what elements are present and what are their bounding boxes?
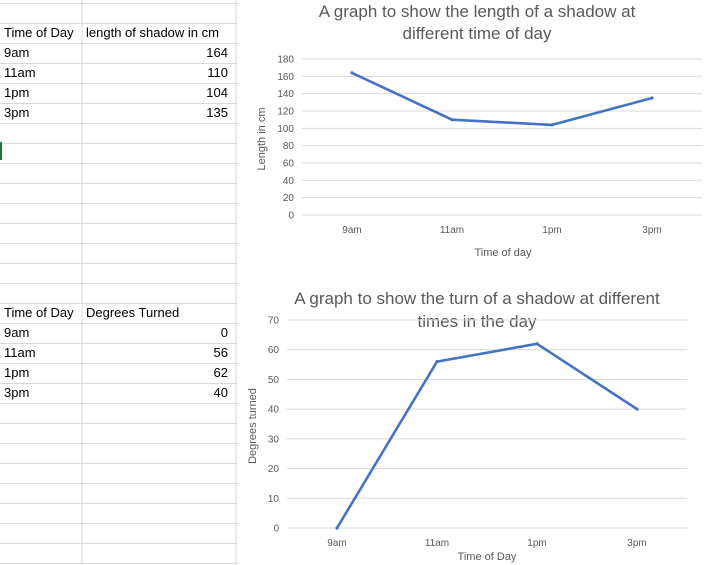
x-tick-label: 1pm bbox=[527, 538, 546, 549]
data-point[interactable] bbox=[550, 123, 554, 127]
y-tick-label: 0 bbox=[273, 524, 279, 535]
table-row-value[interactable]: 110 bbox=[207, 65, 228, 80]
y-tick-label: 40 bbox=[268, 405, 280, 416]
x-tick-label: 11am bbox=[440, 225, 464, 236]
y-tick-label: 50 bbox=[268, 375, 280, 386]
chart-shadow-length-svg: A graph to show the length of a shadow a… bbox=[256, 2, 702, 259]
y-tick-label: 10 bbox=[268, 494, 280, 505]
data-point[interactable] bbox=[650, 96, 654, 100]
y-axis-title: Degrees turned bbox=[247, 388, 259, 464]
x-tick-label: 11am bbox=[425, 538, 449, 549]
y-tick-label: 30 bbox=[268, 434, 280, 445]
data-point[interactable] bbox=[350, 71, 354, 75]
table-row-time[interactable]: 11am bbox=[4, 65, 36, 80]
x-axis-title: Time of day bbox=[474, 247, 532, 259]
x-tick-label: 9am bbox=[342, 225, 361, 236]
data-point[interactable] bbox=[435, 360, 439, 364]
chart-shadow-length[interactable]: A graph to show the length of a shadow a… bbox=[238, 0, 721, 275]
y-tick-label: 60 bbox=[283, 159, 295, 170]
chart-title-line-2: times in the day bbox=[417, 312, 537, 331]
y-tick-label: 120 bbox=[277, 107, 294, 118]
data-point[interactable] bbox=[535, 342, 539, 346]
selection-marker bbox=[0, 142, 2, 160]
table-row-time[interactable]: 9am bbox=[4, 45, 30, 60]
table-row-time[interactable]: 3pm bbox=[4, 105, 30, 120]
header-length-of-shadow[interactable]: length of shadow in cm bbox=[86, 25, 219, 40]
y-tick-label: 180 bbox=[277, 55, 294, 66]
data-point[interactable] bbox=[635, 407, 639, 411]
x-tick-label: 3pm bbox=[642, 225, 661, 236]
y-tick-label: 80 bbox=[283, 141, 295, 152]
chart-title-line-1: A graph to show the turn of a shadow at … bbox=[294, 289, 660, 308]
table-row-time[interactable]: 3pm bbox=[4, 385, 30, 400]
y-tick-label: 20 bbox=[283, 193, 295, 204]
table-row-value[interactable]: 40 bbox=[213, 385, 228, 400]
data-point[interactable] bbox=[450, 118, 454, 122]
table-row-time[interactable]: 9am bbox=[4, 325, 30, 340]
x-tick-label: 9am bbox=[327, 538, 346, 549]
y-tick-label: 160 bbox=[277, 72, 294, 83]
y-tick-label: 60 bbox=[268, 345, 280, 356]
chart-degrees-turned-svg: A graph to show the turn of a shadow at … bbox=[247, 289, 687, 563]
table-row-value[interactable]: 164 bbox=[206, 45, 228, 60]
table-row-time[interactable]: 1pm bbox=[4, 85, 30, 100]
table-row-value[interactable]: 56 bbox=[213, 345, 228, 360]
y-tick-label: 40 bbox=[283, 176, 295, 187]
header-time-of-day[interactable]: Time of Day bbox=[4, 25, 74, 40]
series-line[interactable] bbox=[335, 342, 639, 530]
y-tick-label: 70 bbox=[268, 316, 280, 327]
y-axis-title: Length in cm bbox=[256, 108, 268, 171]
table-row-value[interactable]: 135 bbox=[206, 105, 228, 120]
data-point[interactable] bbox=[335, 526, 339, 530]
y-tick-label: 0 bbox=[288, 211, 294, 222]
y-tick-label: 140 bbox=[277, 89, 294, 100]
table-row-value[interactable]: 0 bbox=[220, 325, 228, 340]
y-tick-label: 100 bbox=[277, 124, 294, 135]
table-row-time[interactable]: 11am bbox=[4, 345, 36, 360]
header-time-of-day[interactable]: Time of Day bbox=[4, 305, 74, 320]
chart-degrees-turned[interactable]: A graph to show the turn of a shadow at … bbox=[238, 278, 721, 565]
chart-title-line-2: different time of day bbox=[403, 24, 552, 43]
x-tick-label: 1pm bbox=[542, 225, 561, 236]
x-axis-title: Time of Day bbox=[458, 551, 517, 563]
table-row-value[interactable]: 62 bbox=[213, 365, 228, 380]
series-line[interactable] bbox=[350, 71, 654, 127]
x-tick-label: 3pm bbox=[627, 538, 646, 549]
chart-title-line-1: A graph to show the length of a shadow a… bbox=[319, 2, 636, 21]
table-row-time[interactable]: 1pm bbox=[4, 365, 30, 380]
header-degrees-turned[interactable]: Degrees Turned bbox=[86, 305, 180, 320]
y-tick-label: 20 bbox=[268, 464, 280, 475]
table-row-value[interactable]: 104 bbox=[206, 85, 228, 100]
